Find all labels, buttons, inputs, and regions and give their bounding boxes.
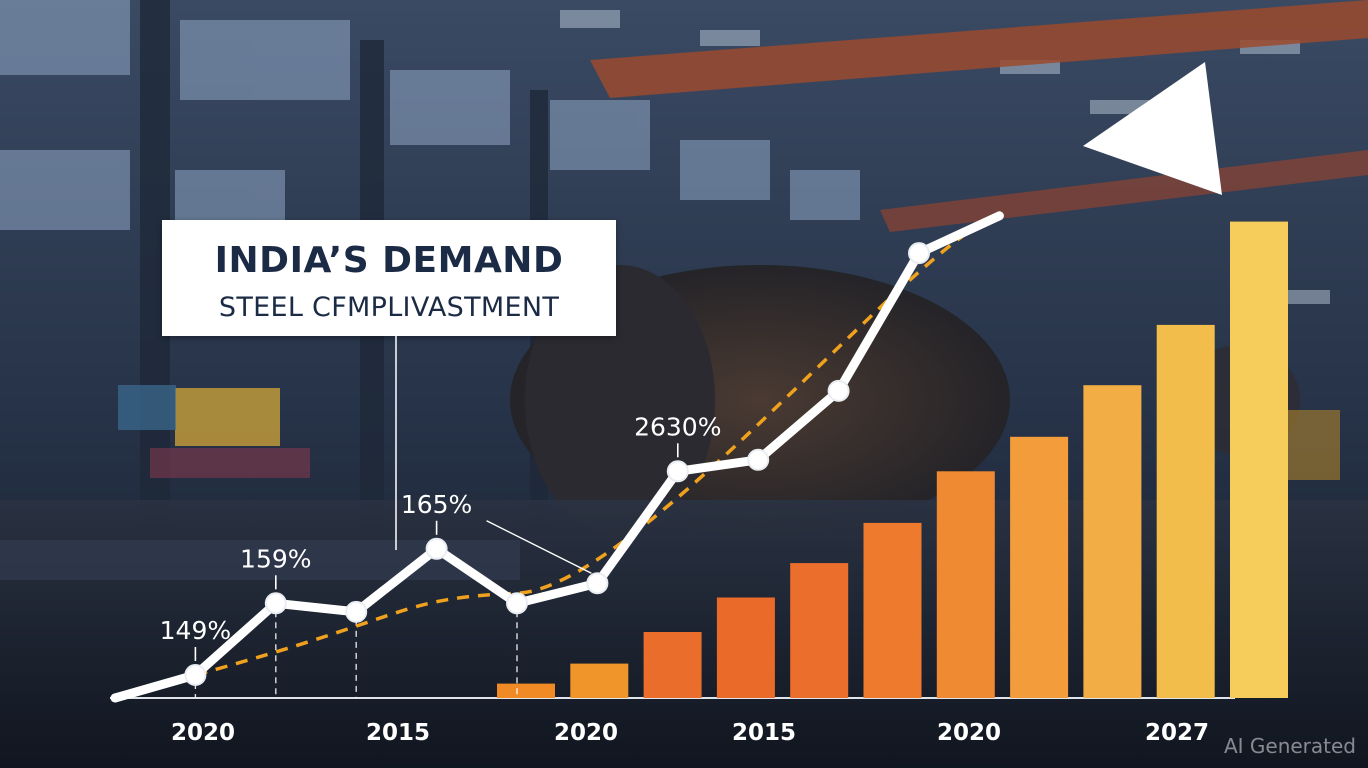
line-point bbox=[827, 379, 850, 402]
callout-line bbox=[486, 520, 592, 574]
point-label: 149% bbox=[160, 616, 231, 645]
bar-4 bbox=[716, 597, 775, 698]
bar-2 bbox=[570, 663, 629, 698]
line-point bbox=[908, 242, 930, 265]
line-point bbox=[345, 600, 368, 623]
watermark: AI Generated bbox=[1223, 734, 1356, 758]
title-box: INDIA’S DEMAND STEEL CFMPLIVASTMENT bbox=[162, 220, 616, 336]
x-tick-label: 2015 bbox=[366, 720, 430, 746]
line-point bbox=[184, 664, 207, 686]
bar-1 bbox=[497, 683, 555, 698]
trend-line bbox=[194, 214, 1000, 677]
bar-5 bbox=[790, 563, 849, 698]
x-tick-label: 2027 bbox=[1145, 720, 1209, 746]
line-points bbox=[184, 242, 930, 686]
point-label: 165% bbox=[401, 490, 472, 519]
line-point bbox=[586, 572, 609, 595]
point-labels: 149% 159% 165% 2630% bbox=[160, 412, 721, 661]
line-point bbox=[264, 592, 287, 615]
growth-line bbox=[110, 211, 1004, 703]
bar-6 bbox=[863, 522, 922, 698]
x-tick-label: 2015 bbox=[732, 720, 796, 746]
x-tick-label: 2020 bbox=[937, 720, 1001, 746]
line-point bbox=[506, 592, 528, 615]
bar-8 bbox=[1010, 436, 1069, 698]
point-label: 2630% bbox=[634, 412, 721, 441]
bar-9 bbox=[1083, 385, 1142, 698]
x-tick-labels: 2020 2015 2020 2015 2020 2027 bbox=[171, 720, 1209, 746]
arrow-head bbox=[1083, 62, 1222, 195]
chart-title: INDIA’S DEMAND bbox=[214, 240, 564, 281]
x-tick-label: 2020 bbox=[171, 720, 235, 746]
line-point bbox=[747, 448, 770, 471]
bar-11 bbox=[1230, 221, 1288, 698]
x-tick-label: 2020 bbox=[554, 720, 618, 746]
bar-3 bbox=[643, 632, 702, 698]
line-point bbox=[666, 460, 689, 483]
bar-10 bbox=[1156, 324, 1215, 698]
chart-subtitle: STEEL CFMPLIVASTMENT bbox=[218, 292, 560, 323]
line-point bbox=[425, 537, 448, 560]
point-label: 159% bbox=[240, 544, 311, 573]
bar-7 bbox=[936, 471, 995, 698]
bar-series bbox=[497, 221, 1288, 698]
